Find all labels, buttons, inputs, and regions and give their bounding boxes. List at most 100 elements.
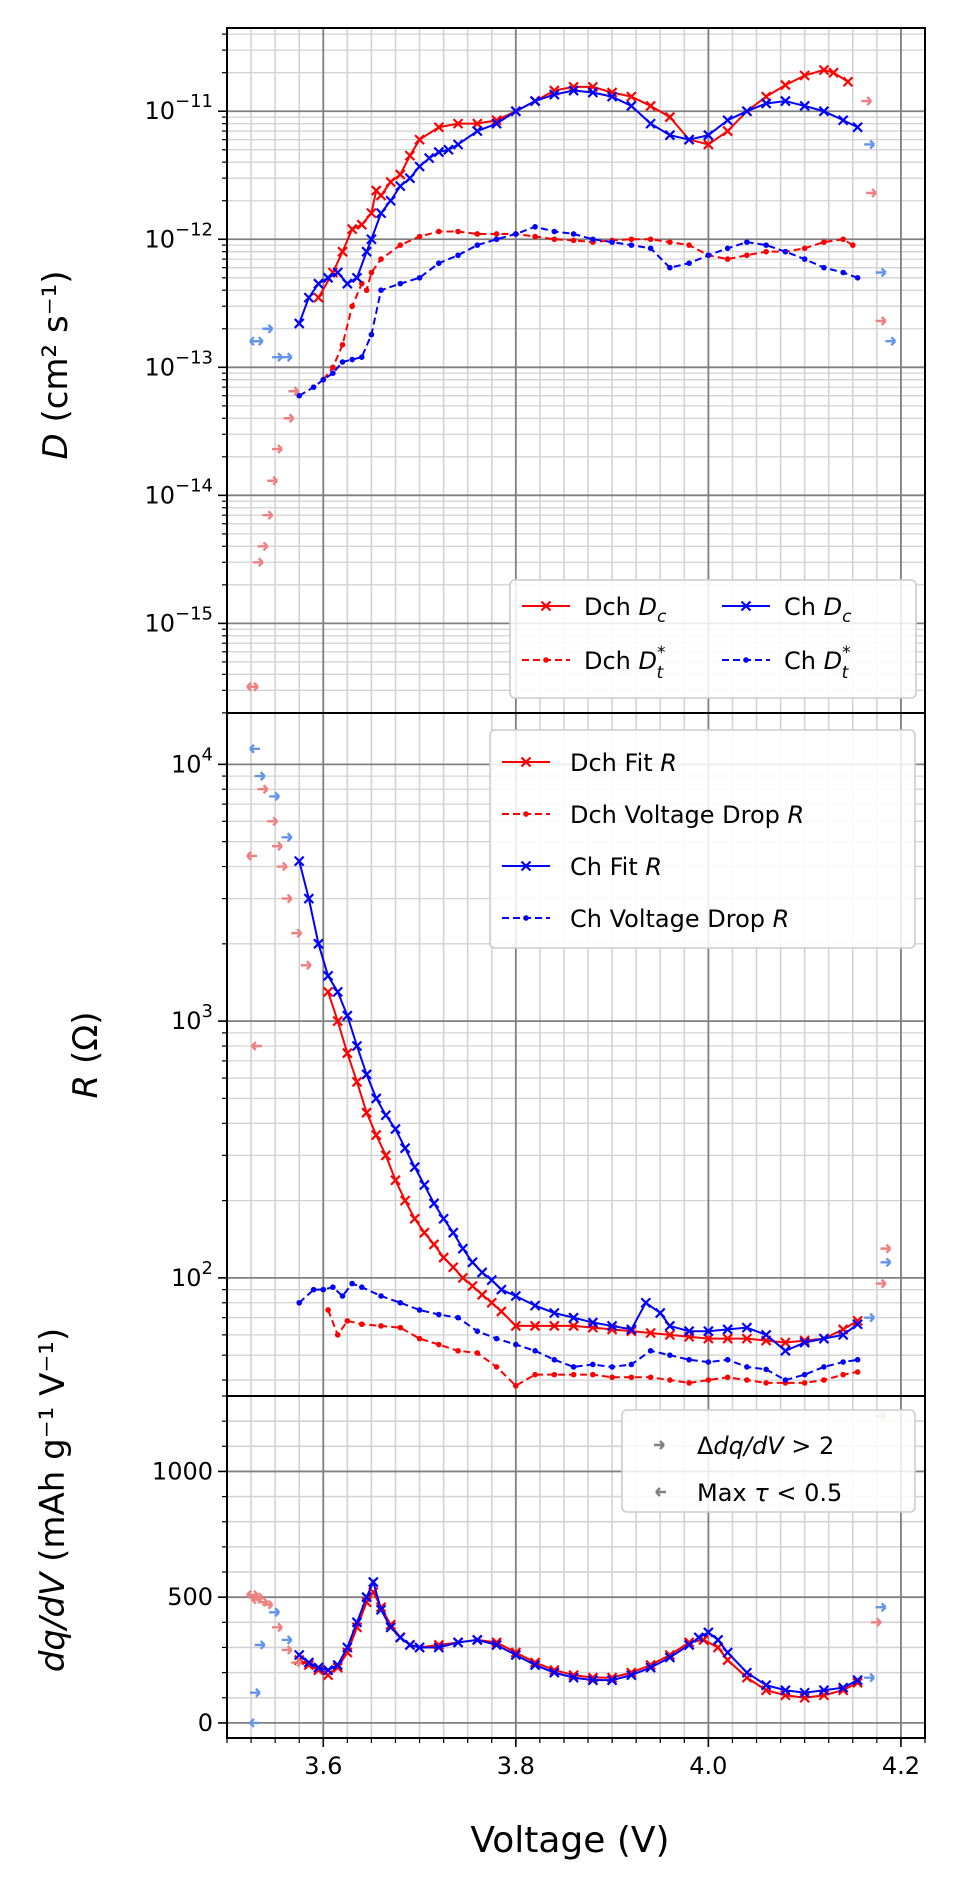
series-point (344, 1318, 351, 1324)
y-tick-exponent: 2 (202, 1258, 213, 1279)
legend-handle-marker (655, 1487, 666, 1497)
series-point (818, 1333, 830, 1344)
series-point (551, 236, 558, 243)
legend-label-base: Dch (584, 647, 639, 675)
axes-frame (226, 1395, 926, 1739)
series-point (409, 1161, 421, 1173)
series-point (486, 1297, 498, 1309)
legend-handle-marker (543, 657, 549, 663)
series-point (645, 1662, 656, 1673)
series-point (342, 1010, 353, 1021)
legend-label-base: Dch Fit (570, 749, 660, 777)
series-point (303, 1657, 315, 1668)
flagged-point (291, 928, 303, 939)
series-point (744, 239, 750, 245)
series-point (587, 87, 599, 98)
series-point (842, 76, 854, 87)
ylabel-diffusivity: D (cm² s⁻¹) (36, 270, 76, 459)
legend-label: Ch Fit R (570, 853, 662, 881)
flagged-point (252, 557, 264, 568)
series-point (496, 1306, 507, 1317)
series-point (854, 1356, 861, 1363)
series-point (513, 1382, 519, 1389)
series-point (570, 231, 577, 237)
series-point (799, 100, 810, 112)
series-point (686, 260, 692, 267)
series-point (821, 1364, 827, 1370)
series-point (433, 1642, 445, 1653)
series-point (532, 1348, 538, 1354)
series-line (298, 225, 858, 397)
series-point (628, 1361, 635, 1368)
series-point (493, 231, 500, 237)
series-point (854, 1369, 861, 1375)
legend-label-base: Max (697, 1479, 754, 1507)
series-point (703, 1325, 714, 1337)
series-point (510, 1320, 522, 1332)
series-point (570, 1364, 577, 1370)
series-point (686, 1356, 692, 1363)
flagged-point (257, 541, 269, 552)
y-tick-exponent: −15 (175, 603, 213, 624)
series-point (375, 1604, 387, 1616)
flagged-point (885, 336, 897, 347)
series-point (647, 245, 654, 252)
series-point (472, 125, 483, 137)
series-point (590, 1361, 596, 1368)
series-point (455, 1314, 461, 1321)
series-point (532, 1371, 538, 1378)
legend-label-symbol: D (639, 593, 657, 621)
series-point (436, 1311, 442, 1318)
legend-handle-marker (520, 860, 532, 872)
series-point (568, 1672, 579, 1683)
series-point (332, 1015, 343, 1027)
series-point (303, 292, 315, 303)
series-point (375, 190, 387, 201)
y-tick-base: 10 (171, 750, 202, 778)
flagged-point (251, 1594, 262, 1605)
legend-label-tail: > 2 (784, 1432, 835, 1460)
flagged-point (249, 336, 260, 347)
series-point (606, 91, 618, 102)
series-point (349, 356, 355, 363)
series-point (368, 269, 375, 276)
series-point (351, 1040, 363, 1052)
flagged-point (288, 386, 300, 397)
series-point (363, 287, 370, 294)
series-point (801, 245, 808, 252)
series-point (590, 1371, 596, 1378)
series-point (645, 1327, 656, 1339)
y-tick-label: 104 (171, 744, 213, 778)
series-point (419, 1227, 430, 1238)
series-point (322, 986, 334, 998)
series-point (397, 280, 404, 287)
flagged-point (272, 444, 283, 454)
ylabel-diffusivity-unit: (cm² s⁻¹) (36, 270, 76, 422)
flagged-point (870, 1617, 882, 1628)
series-point (645, 100, 656, 112)
series-point (645, 118, 656, 129)
series-point (849, 242, 856, 248)
series-point (404, 172, 416, 184)
series-point (361, 246, 372, 257)
series-point (423, 152, 435, 164)
series-point (385, 176, 396, 188)
series-point (404, 1639, 416, 1651)
series-point (609, 1364, 615, 1370)
legend-label: Δdq/dV > 2 (697, 1432, 834, 1460)
series-point (378, 1293, 384, 1299)
series-point (358, 1284, 365, 1290)
y-tick-exponent: −11 (175, 91, 213, 112)
series-point (414, 134, 425, 145)
series-point (763, 248, 769, 255)
y-tick-base: 10 (144, 609, 175, 637)
series-point (457, 1243, 469, 1254)
series-point (416, 1307, 423, 1313)
series-point (397, 1324, 404, 1331)
series-point (399, 1195, 411, 1206)
series-point (330, 1284, 336, 1290)
y-tick-label: 1000 (152, 1457, 213, 1485)
series-point (722, 125, 733, 137)
series-point (703, 139, 714, 150)
